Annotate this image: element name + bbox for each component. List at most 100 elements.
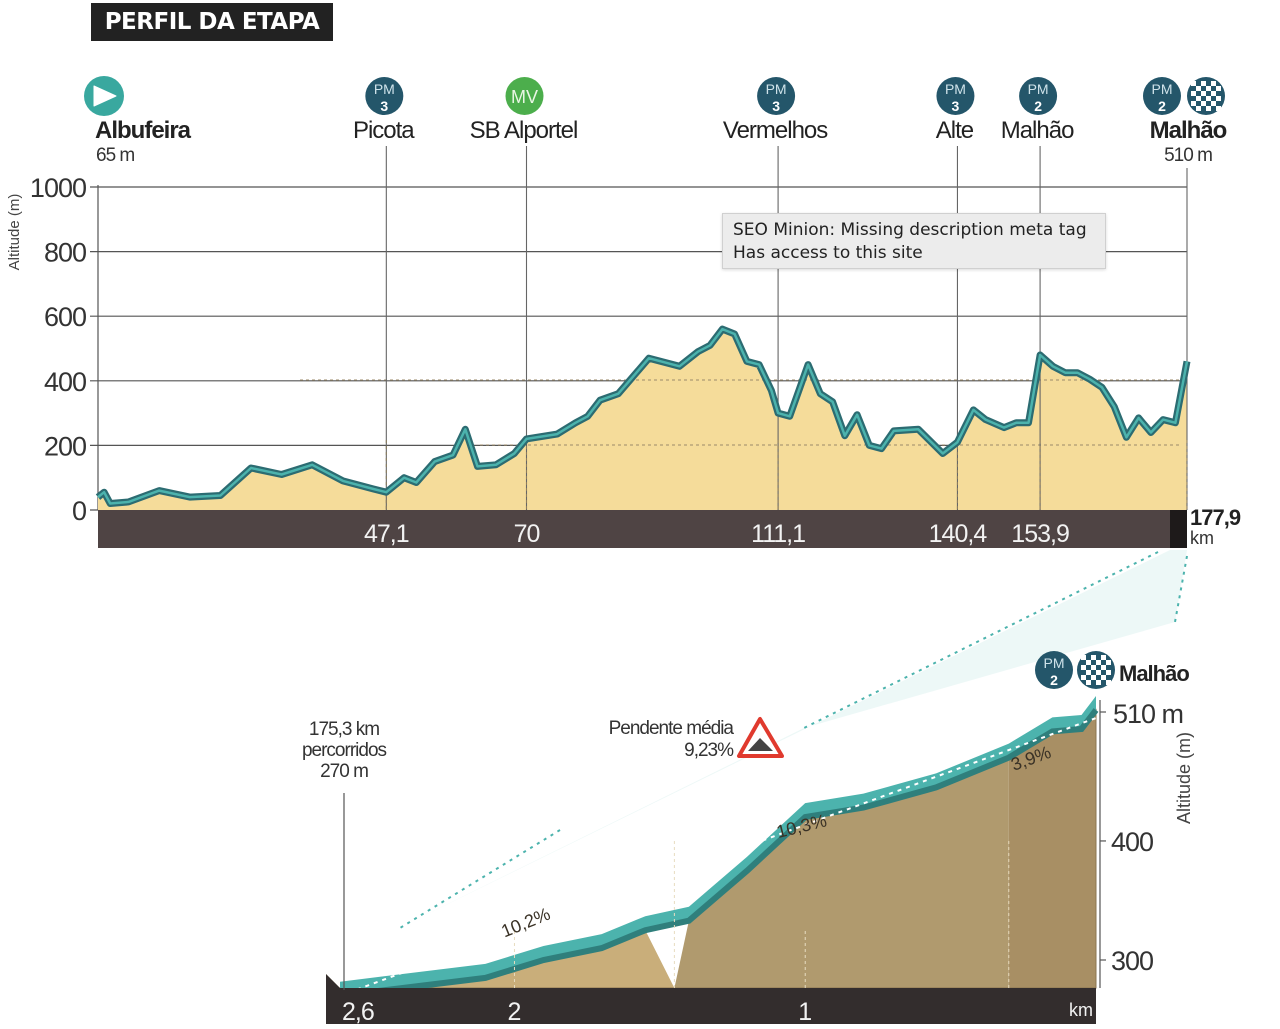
climb-segment-area — [1008, 710, 1096, 988]
finish-flag-square — [1211, 91, 1216, 96]
km-unit-label: km — [1190, 528, 1214, 548]
gradient-label: 10,2% — [498, 904, 553, 942]
pm-badge-category: 2 — [1050, 672, 1058, 688]
mv-badge-icon — [505, 77, 544, 115]
pm-badge-circle — [1035, 651, 1073, 689]
marker-sublabel: 510 m — [1164, 145, 1212, 166]
warning-triangle-icon — [737, 717, 784, 758]
marker-label: Malhão — [1150, 117, 1227, 144]
pm-badge-icon: PM3 — [936, 77, 975, 115]
pm-badge-icon: PM3 — [365, 77, 404, 115]
pm-badge-icon: PM2 — [1019, 77, 1058, 115]
marker-label: Vermelhos — [723, 117, 828, 144]
marker-label: Picota — [353, 117, 415, 144]
climb-km-tick: 2,6 — [342, 998, 374, 1026]
marker-label: Albufeira — [95, 117, 192, 144]
climb-y-axis-label: Altitude (m) — [1174, 732, 1194, 824]
pm-badge-category: 2 — [1034, 98, 1042, 114]
finish-flag-square — [1086, 680, 1091, 685]
finish-flag-square — [1106, 680, 1111, 685]
zoom-connector-line — [803, 551, 1159, 729]
climb-y-tick-label: 510 m — [1113, 699, 1183, 729]
finish-flag-icon — [1077, 651, 1115, 689]
pm-badge-circle — [936, 77, 975, 115]
pm-badge-circle — [757, 77, 796, 115]
finish-flag-square — [1206, 96, 1211, 101]
finish-flag-square — [1196, 86, 1201, 91]
y-tick-label: 1000 — [30, 173, 86, 203]
climb-segment-area — [340, 930, 675, 996]
km-bar — [98, 510, 1187, 548]
pm-badge-circle — [365, 77, 404, 115]
pm-badge-text: PM — [1044, 655, 1065, 671]
climb-finish-label: Malhão — [1119, 661, 1189, 686]
finish-flag-square — [1196, 106, 1201, 111]
seo-minion-tooltip: SEO Minion: Missing description meta tag… — [722, 213, 1106, 269]
finish-flag-square — [1106, 670, 1111, 675]
finish-flag-square — [1096, 660, 1101, 665]
pm-badge-text: PM — [766, 81, 787, 97]
finish-flag-square — [1101, 675, 1106, 680]
pm-badge-category: 3 — [772, 98, 780, 114]
finish-flag-square — [1101, 665, 1106, 670]
marker-label: SB Alportel — [470, 117, 578, 144]
finish-flag-square — [1081, 655, 1086, 660]
finish-flag-square — [1106, 660, 1111, 665]
finish-flag-square — [1216, 106, 1221, 111]
warning-slope-icon — [748, 738, 773, 751]
climb-start-annotation: 175,3 km — [309, 719, 379, 740]
zoom-connector-fill — [405, 550, 1187, 925]
climb-start-annotation: 270 m — [320, 761, 368, 782]
climb-km-tick: 1 — [798, 998, 812, 1026]
pm-badge-category: 3 — [380, 98, 388, 114]
start-play-icon — [93, 85, 117, 107]
pm-badge-icon: PM2 — [1143, 77, 1181, 115]
tooltip-line-1: SEO Minion: Missing description meta tag — [733, 220, 1087, 240]
y-tick-label: 400 — [44, 367, 86, 397]
pm-badge-circle — [1019, 77, 1058, 115]
finish-flag-square — [1206, 86, 1211, 91]
zoom-connector-line — [1174, 555, 1188, 623]
pm-badge-text: PM — [1152, 81, 1173, 97]
climb-y-tick-label: 300 — [1111, 946, 1153, 976]
climb-segment-area — [674, 757, 1009, 988]
km-tick-label: 70 — [514, 520, 540, 548]
pm-badge-icon: PM2 — [1035, 651, 1073, 689]
finish-flag-square — [1211, 101, 1216, 106]
finish-flag-square — [1196, 96, 1201, 101]
km-tick-label: 47,1 — [364, 520, 409, 548]
km-tick-label: 153,9 — [1011, 520, 1069, 548]
finish-flag-square — [1081, 665, 1086, 670]
km-bar-end — [1170, 510, 1187, 548]
finish-flag-square — [1191, 81, 1196, 86]
finish-flag-icon — [1187, 77, 1225, 115]
climb-km-tick: 2 — [508, 998, 522, 1026]
pm-badge-text: PM — [1028, 81, 1049, 97]
climb-y-tick-label: 400 — [1111, 827, 1153, 857]
pm-badge-text: PM — [945, 81, 966, 97]
km-tick-label: 140,4 — [929, 520, 988, 548]
finish-flag-square — [1091, 655, 1096, 660]
pm-badge-category: 3 — [952, 98, 960, 114]
finish-flag-square — [1096, 680, 1101, 685]
finish-flag-square — [1086, 660, 1091, 665]
finish-flag-square — [1206, 106, 1211, 111]
climb-km-bar — [326, 974, 1096, 1024]
y-tick-label: 800 — [44, 238, 86, 268]
finish-flag-square — [1191, 101, 1196, 106]
km-total-label: 177,9 — [1190, 505, 1241, 530]
y-tick-label: 600 — [44, 302, 86, 332]
finish-flag-square — [1201, 101, 1206, 106]
pm-badge-category: 2 — [1158, 98, 1166, 114]
marker-label: Alte — [936, 117, 974, 144]
y-tick-label: 200 — [44, 431, 86, 461]
finish-flag-square — [1216, 96, 1221, 101]
pm-badge-icon: PM3 — [757, 77, 796, 115]
km-tick-label: 111,1 — [751, 520, 805, 548]
y-tick-label: 0 — [72, 496, 86, 526]
finish-flag-square — [1091, 675, 1096, 680]
page-title: PERFIL DA ETAPA — [91, 3, 333, 41]
finish-flag-square — [1091, 665, 1096, 670]
tooltip-line-2: Has access to this site — [733, 243, 923, 263]
